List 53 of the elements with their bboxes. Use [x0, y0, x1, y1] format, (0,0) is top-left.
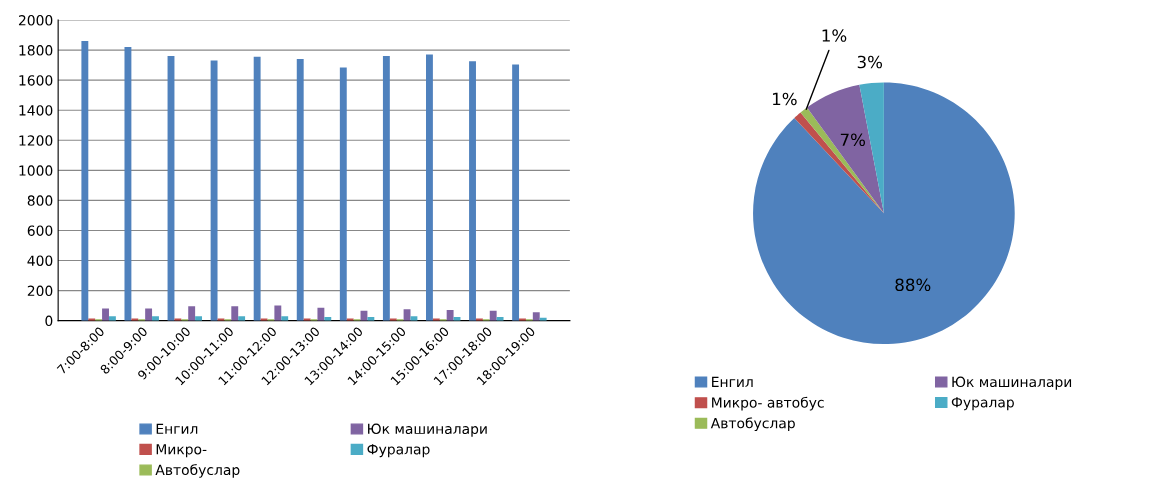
bar [317, 307, 325, 321]
y-tick-label: 1800 [19, 45, 53, 56]
data-label: 3% [857, 55, 883, 69]
bar [81, 41, 89, 321]
legend-label: Микро- автобус [712, 396, 824, 411]
y-tick-label: 600 [27, 225, 53, 236]
y-tick-label: 400 [27, 255, 53, 266]
bar [195, 316, 203, 321]
bar [145, 308, 153, 321]
bar [410, 316, 418, 321]
legend-label: Юк машиналари [952, 376, 1072, 390]
legend-label: Микро- [156, 444, 207, 458]
bar [108, 316, 116, 321]
bar [274, 305, 282, 321]
y-tick-label: 2000 [18, 15, 53, 26]
legend-label: Фуралар [367, 444, 430, 458]
data-label: 1% [822, 29, 847, 42]
y-tick-label: 800 [27, 195, 53, 206]
pie-slice [806, 84, 884, 214]
y-tick-label: 200 [27, 285, 53, 297]
bar [210, 60, 218, 321]
bar [446, 310, 454, 321]
bar [426, 54, 433, 321]
bar [489, 310, 497, 321]
data-label: 7% [840, 133, 865, 147]
bar [253, 56, 261, 321]
bar [281, 316, 289, 321]
bar [231, 306, 239, 321]
bar [339, 67, 347, 321]
legend-label: Автобуслар [710, 417, 795, 432]
pie-slice [753, 82, 1015, 345]
legend-label: Енгил [712, 376, 753, 387]
y-tick-label: 0 [45, 315, 53, 327]
bar [382, 56, 390, 321]
bar [532, 312, 540, 321]
y-tick-label: 1400 [19, 105, 53, 116]
y-tick-label: 1600 [19, 75, 53, 86]
bar [238, 316, 246, 321]
legend-label: Енгил [156, 423, 198, 434]
data-label: 88% [895, 278, 931, 292]
bar [512, 64, 520, 321]
legend-label: Автобуслар [155, 464, 240, 478]
bar [152, 316, 159, 321]
bar [188, 306, 196, 321]
bar [296, 59, 304, 321]
legend-label: Фуралар [951, 397, 1014, 411]
legend-label: Юк машиналари [368, 423, 487, 437]
bar [469, 61, 476, 321]
bar [124, 47, 132, 321]
y-tick-label: 1000 [19, 165, 53, 176]
bar [102, 308, 109, 321]
data-label: 1% [772, 92, 797, 106]
y-tick-label: 1200 [19, 135, 53, 146]
